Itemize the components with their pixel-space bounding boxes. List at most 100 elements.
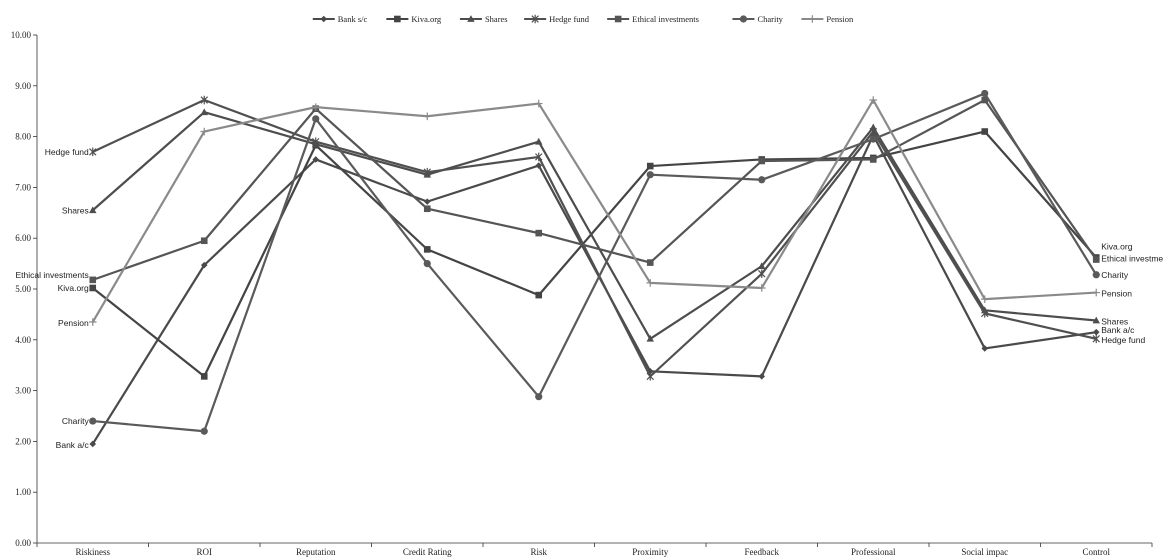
legend-item: Shares <box>459 14 508 24</box>
data-point <box>869 156 877 163</box>
data-point <box>535 152 543 162</box>
data-point <box>88 318 97 326</box>
y-tick-label: 0.00 <box>15 538 31 548</box>
legend-item: Kiva.org <box>386 14 442 24</box>
chart-legend: Bank s/c Kiva.org Shares Hedge fund Ethical … <box>312 14 854 24</box>
data-point <box>423 246 431 253</box>
right-series-label: Kiva.org <box>1101 242 1132 252</box>
legend-item: Bank s/c <box>312 14 368 24</box>
y-tick-label: 7.00 <box>15 182 31 192</box>
data-point <box>423 205 431 213</box>
right-series-label: Pension <box>1101 289 1132 299</box>
y-tick-label: 2.00 <box>15 436 31 446</box>
data-point <box>200 127 209 136</box>
data-point <box>535 291 543 299</box>
legend-label: Shares <box>485 14 508 24</box>
chart-axes: 0.00 1.00 2.00 3.00 4.00 5.00 6.00 7.00 8.00 9.00… <box>11 30 1153 557</box>
series-line <box>92 111 1097 340</box>
legend-item: Ethical investments <box>607 14 699 24</box>
data-point <box>423 260 431 268</box>
x-tick-label: Social impac <box>961 547 1008 557</box>
right-series-label: Charity <box>1101 270 1129 280</box>
x-tick-label: Risk <box>530 547 547 557</box>
data-point <box>89 147 97 157</box>
data-point <box>981 345 989 352</box>
data-point <box>535 137 543 145</box>
y-tick-label: 8.00 <box>15 132 31 142</box>
y-tick-label: 5.00 <box>15 284 31 294</box>
data-point <box>646 334 654 342</box>
data-point <box>980 295 989 303</box>
plot-area <box>88 89 1101 448</box>
legend-label: Kiva.org <box>411 14 442 24</box>
data-point <box>981 89 989 98</box>
data-point <box>757 284 766 292</box>
data-point <box>89 417 97 425</box>
data-point <box>200 427 208 435</box>
x-tick-label: Proximity <box>632 547 669 557</box>
legend-marker <box>614 15 622 23</box>
legend-item: Charity <box>732 14 784 24</box>
series-ethical-investments <box>89 96 1100 284</box>
series-labels: Bank a/c Bank a/c Kiva.org Kiva.org Shares Sh… <box>16 147 1163 450</box>
left-series-label: Pension <box>58 318 89 328</box>
data-point <box>200 108 208 116</box>
y-tick-label: 3.00 <box>15 386 31 396</box>
data-point <box>535 229 543 237</box>
data-point <box>423 167 431 177</box>
x-tick-label: Reputation <box>296 547 336 557</box>
data-point <box>1092 328 1100 336</box>
data-point <box>311 103 320 111</box>
legend-marker <box>531 14 539 24</box>
legend-label: Hedge fund <box>549 14 590 24</box>
data-point <box>534 99 543 108</box>
x-tick-label: ROI <box>197 547 213 557</box>
data-point <box>869 135 877 143</box>
series-line <box>92 130 1098 378</box>
data-point <box>200 95 208 105</box>
series-hedge-fund <box>89 95 1100 381</box>
data-point <box>312 156 320 163</box>
series-pension <box>88 96 1101 326</box>
data-point <box>646 372 654 381</box>
y-tick-label: 9.00 <box>15 81 31 91</box>
data-point <box>423 198 431 205</box>
right-series-label: Hedge fund <box>1101 335 1145 345</box>
data-point <box>200 373 208 380</box>
series-charity <box>89 89 1100 435</box>
x-tick-label: Professional <box>851 547 896 557</box>
data-point <box>869 127 877 136</box>
data-point <box>869 96 878 104</box>
data-point <box>758 269 766 279</box>
x-tick-label: Feedback <box>745 547 780 557</box>
data-point <box>535 393 543 401</box>
series-line <box>92 98 1098 281</box>
legend-item: Pension <box>801 14 854 24</box>
left-series-label: Shares <box>62 205 89 215</box>
legend-label: Bank s/c <box>338 14 368 24</box>
data-point <box>423 112 432 121</box>
y-tick-label: 10.00 <box>11 30 32 40</box>
left-series-label: Bank a/c <box>56 440 90 450</box>
data-point <box>758 176 766 184</box>
left-series-label: Kiva.org <box>58 283 89 293</box>
data-point <box>89 276 97 284</box>
x-tick-label: Riskiness <box>75 547 110 557</box>
data-point <box>758 373 766 380</box>
data-point <box>1092 288 1101 297</box>
y-tick-label: 4.00 <box>15 335 31 345</box>
data-point <box>981 96 989 104</box>
data-point <box>200 237 208 245</box>
data-point <box>869 123 877 131</box>
data-point <box>312 137 320 146</box>
data-point <box>646 162 654 170</box>
data-point <box>535 162 543 169</box>
data-point <box>646 259 654 266</box>
data-point <box>758 262 766 270</box>
left-series-label: Hedge fund <box>45 147 89 157</box>
data-point <box>1092 316 1100 324</box>
x-tick-label: Control <box>1082 547 1110 557</box>
left-series-label: Charity <box>62 416 90 426</box>
legend-label: Ethical investments <box>632 14 699 24</box>
